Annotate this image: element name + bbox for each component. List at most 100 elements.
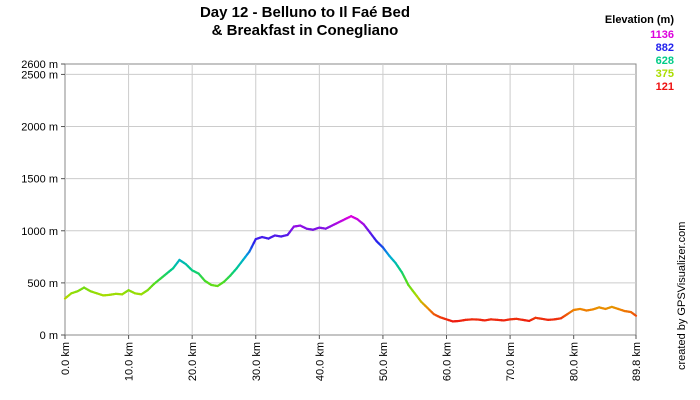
elevation-point [407, 284, 410, 286]
elevation-point [184, 263, 187, 266]
elevation-point [203, 279, 206, 282]
elevation-point [216, 285, 219, 287]
elevation-point [610, 305, 613, 308]
elevation-point [223, 280, 225, 283]
elevation-point [102, 294, 105, 297]
elevation-point [477, 318, 480, 321]
y-tick-label: 2000 m [21, 122, 58, 134]
elevation-point [515, 317, 518, 320]
elevation-point [127, 289, 130, 292]
legend-item-375: 375 [655, 68, 674, 80]
elevation-point [585, 309, 588, 312]
elevation-point [547, 318, 550, 321]
chart-title-line1: Day 12 - Belluno to Il Faé Bed [199, 4, 411, 21]
legend-item-121: 121 [655, 81, 674, 93]
elevation-point [312, 228, 314, 231]
elevation-point [121, 293, 124, 296]
elevation-point [496, 318, 499, 321]
elevation-point [439, 316, 442, 319]
elevation-point [413, 292, 416, 295]
elevation-point [598, 306, 601, 309]
x-tick-label: 50.0 km [378, 342, 390, 381]
y-tick-label: 2500 m [21, 69, 58, 81]
elevation-point [89, 290, 92, 293]
elevation-point [286, 234, 289, 236]
elevation-point [191, 269, 194, 272]
elevation-point [521, 318, 524, 321]
elevation-point [388, 254, 391, 257]
legend-title: Elevation (m) [604, 14, 674, 26]
elevation-point [293, 225, 295, 228]
elevation-point [95, 292, 98, 295]
elevation-point [324, 227, 327, 230]
elevation-point [540, 317, 543, 320]
elevation-point [83, 286, 85, 289]
elevation-point [394, 262, 397, 264]
elevation-point [432, 313, 435, 316]
elevation-point [591, 308, 594, 311]
elevation-point [579, 308, 581, 310]
x-tick-label: 30.0 km [251, 342, 263, 381]
elevation-point [623, 310, 626, 312]
elevation-point [331, 224, 333, 227]
elevation-point [165, 272, 168, 275]
y-tick-label: 2600 m [21, 59, 58, 71]
elevation-point [502, 319, 505, 322]
elevation-point [426, 307, 429, 309]
x-tick-label: 20.0 km [187, 342, 199, 381]
elevation-point [343, 218, 346, 221]
elevation-point [471, 318, 473, 321]
elevation-point [382, 246, 384, 249]
elevation-point [229, 274, 232, 277]
elevation-point [604, 308, 607, 310]
elevation-point [210, 284, 213, 286]
elevation-point [254, 238, 257, 241]
elevation-point [337, 221, 340, 224]
elevation-legend: Elevation (m) 1136 882 628 375 121 [605, 14, 674, 94]
legend-item-628: 628 [655, 55, 674, 67]
legend-item-882: 882 [655, 42, 674, 54]
elevation-point [172, 267, 175, 270]
elevation-point [242, 259, 244, 261]
elevation-point [630, 311, 632, 313]
elevation-point [153, 283, 155, 285]
elevation-point [64, 297, 66, 300]
elevation-point [70, 292, 73, 295]
elevation-point [560, 317, 562, 320]
elevation-point [566, 313, 569, 316]
elevation-point [458, 320, 461, 322]
elevation-point [350, 215, 353, 218]
elevation-point [261, 236, 264, 238]
elevation-point [299, 224, 302, 227]
x-tick-label: 70.0 km [505, 342, 517, 381]
elevation-point [490, 318, 492, 321]
elevation-point [451, 320, 454, 323]
y-tick-label: 1500 m [21, 174, 58, 186]
elevation-point [318, 226, 321, 229]
chart-title-line2: & Breakfast in Conegliano [211, 22, 399, 39]
elevation-point [553, 318, 556, 321]
y-tick-label: 1000 m [21, 226, 58, 238]
elevation-point [572, 309, 575, 311]
elevation-point [305, 227, 308, 230]
elevation-point [235, 267, 238, 270]
elevation-point [528, 320, 531, 322]
chart-title: Day 12 - Belluno to Il Faé Bed & Breakfa… [150, 4, 460, 40]
elevation-point [273, 234, 276, 237]
elevation-point [267, 237, 270, 240]
elevation-point [76, 290, 79, 293]
plot-frame [64, 63, 637, 336]
elevation-point [445, 318, 448, 321]
elevation-point [369, 231, 372, 234]
elevation-point [375, 240, 378, 243]
elevation-point [483, 319, 486, 322]
elevation-point [280, 235, 283, 238]
elevation-point [108, 293, 111, 296]
x-tick-label: 0.0 km [60, 342, 72, 375]
elevation-point [534, 316, 537, 319]
x-tick-label: 89.8 km [631, 342, 643, 381]
elevation-point [509, 318, 511, 321]
elevation-point [420, 300, 422, 303]
